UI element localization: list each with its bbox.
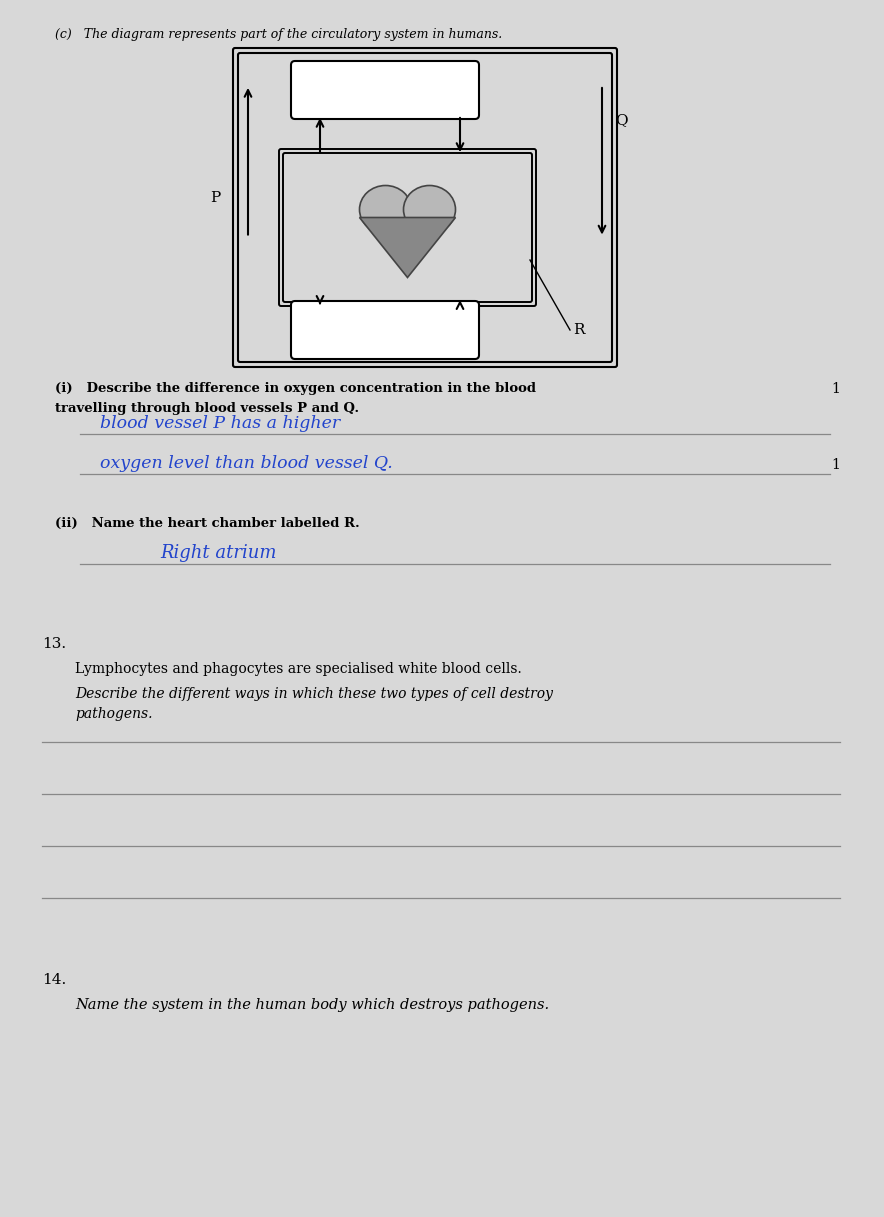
Ellipse shape xyxy=(403,185,455,234)
Text: 13.: 13. xyxy=(42,636,66,651)
Text: Q: Q xyxy=(615,113,628,127)
FancyBboxPatch shape xyxy=(291,301,479,359)
Text: Name the system in the human body which destroys pathogens.: Name the system in the human body which … xyxy=(75,998,549,1013)
Text: 14.: 14. xyxy=(42,974,66,987)
Text: Right atrium: Right atrium xyxy=(160,544,277,562)
Text: pathogens.: pathogens. xyxy=(75,707,153,720)
FancyBboxPatch shape xyxy=(291,61,479,119)
Text: (c)   The diagram represents part of the circulatory system in humans.: (c) The diagram represents part of the c… xyxy=(55,28,502,41)
Text: (i)   Describe the difference in oxygen concentration in the blood: (i) Describe the difference in oxygen co… xyxy=(55,382,536,396)
Text: Body: Body xyxy=(368,323,403,337)
Text: R: R xyxy=(573,323,584,337)
Text: 1: 1 xyxy=(831,382,840,396)
Ellipse shape xyxy=(360,185,411,234)
Text: Lymphocytes and phagocytes are specialised white blood cells.: Lymphocytes and phagocytes are specialis… xyxy=(75,662,522,675)
Text: travelling through blood vessels P and Q.: travelling through blood vessels P and Q… xyxy=(55,402,359,415)
Polygon shape xyxy=(360,218,455,277)
Text: (ii)   Name the heart chamber labelled R.: (ii) Name the heart chamber labelled R. xyxy=(55,517,360,529)
Text: P: P xyxy=(210,191,220,204)
Text: 1: 1 xyxy=(831,458,840,472)
Text: Describe the different ways in which these two types of cell destroy: Describe the different ways in which the… xyxy=(75,688,553,701)
Text: oxygen level than blood vessel Q.: oxygen level than blood vessel Q. xyxy=(100,455,392,472)
Text: Lungs: Lungs xyxy=(363,83,407,97)
Text: blood vessel P has a higher: blood vessel P has a higher xyxy=(100,415,340,432)
